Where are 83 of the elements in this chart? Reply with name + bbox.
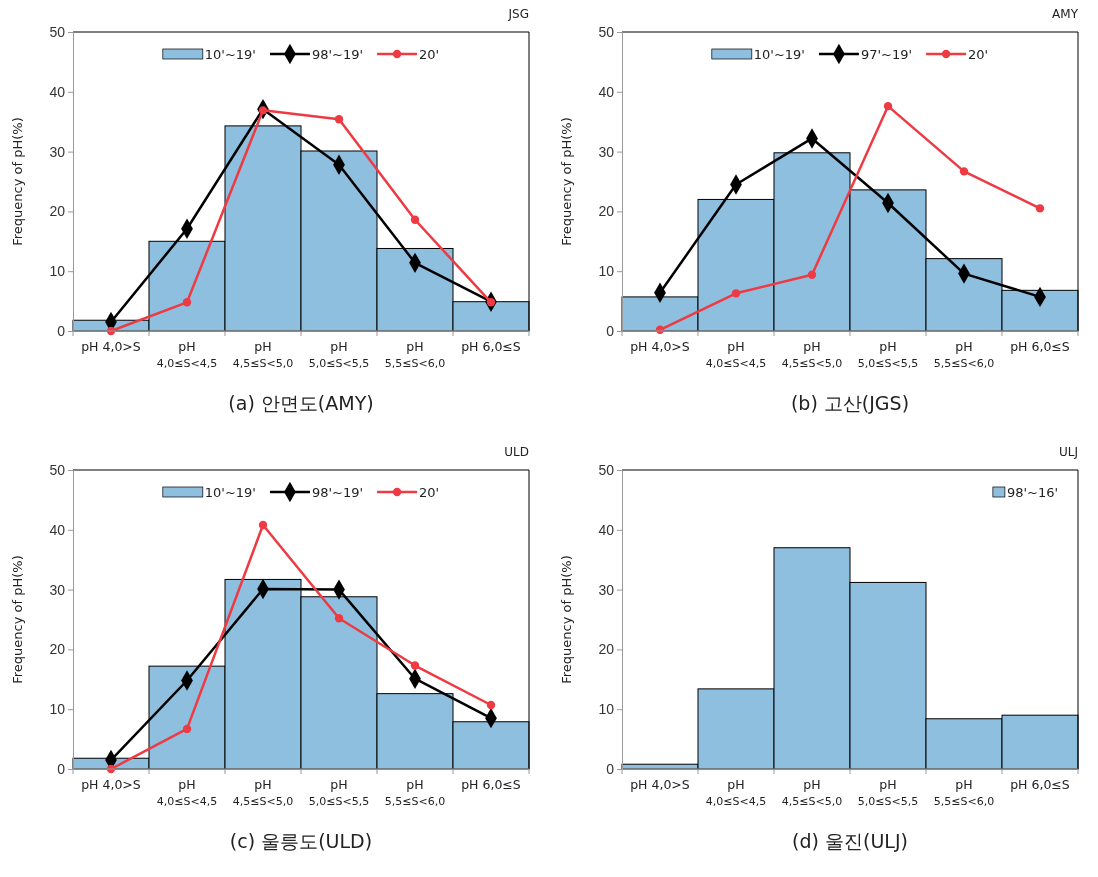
- legend-label: 97'~19': [860, 47, 913, 62]
- y-tick-label: 30: [598, 581, 615, 598]
- x-tick-label: pH 4,0≤S<4,5: [705, 339, 767, 370]
- point: [731, 289, 741, 298]
- y-axis-title: Frequency of pH(%): [559, 555, 574, 684]
- legend-label: 10'~19': [204, 485, 256, 500]
- x-tick-label: pH 4,0≤S<4,5: [156, 777, 218, 808]
- y-tick-label: 20: [598, 641, 615, 658]
- x-tick-label: pH 4,0≤S<4,5: [156, 339, 218, 370]
- y-tick-label: 40: [49, 521, 66, 538]
- text: (a) 안면도(AMY): [228, 392, 374, 414]
- legend-label: 20': [419, 47, 440, 62]
- x-tick-label: pH 5,0≤S<5,5: [308, 777, 370, 808]
- x-tick-label: pH 5,5≤S<6,0: [384, 777, 446, 808]
- x-tick-label: pH 4,0>S: [81, 339, 141, 354]
- x-tick-label: pH 4,5≤S<5,0: [781, 339, 843, 370]
- x-tick-label: pH 5,0≤S<5,5: [857, 339, 919, 370]
- y-tick-label: 20: [49, 641, 66, 658]
- y-tick-label: 20: [49, 203, 66, 220]
- text: ULD: [504, 445, 529, 459]
- point: [807, 270, 817, 279]
- legend-label: 98'~19': [311, 47, 364, 62]
- x-tick-label: pH 4,5≤S<5,0: [232, 777, 294, 808]
- y-tick-label: 50: [49, 461, 66, 478]
- text: (b) 고산(JGS): [790, 392, 910, 414]
- point: [258, 520, 268, 530]
- legend-label: 98'~16': [1006, 485, 1058, 500]
- point: [182, 298, 192, 307]
- x-tick-label: pH 4,5≤S<5,0: [232, 339, 294, 370]
- x-tick-label: pH 4,0>S: [630, 777, 690, 792]
- point: [334, 614, 344, 623]
- y-tick-label: 10: [49, 263, 66, 280]
- point: [486, 700, 496, 710]
- x-tick-label: pH 4,0≤S<4,5: [705, 777, 767, 808]
- y-tick-label: 50: [598, 23, 615, 40]
- y-tick-label: 30: [49, 143, 66, 160]
- x-tick-label: pH 4,5≤S<5,0: [781, 777, 843, 808]
- text: ULJ: [1058, 445, 1078, 459]
- y-tick-label: 10: [598, 701, 615, 718]
- point: [410, 661, 420, 670]
- point: [334, 115, 344, 124]
- x-tick-label: pH 6,0≤S: [1010, 777, 1070, 792]
- x-tick-label: pH 6,0≤S: [1010, 339, 1070, 354]
- y-tick-label: 20: [598, 203, 615, 220]
- y-axis-title: Frequency of pH(%): [10, 555, 25, 684]
- y-tick-label: 0: [606, 322, 615, 339]
- y-tick-label: 10: [598, 263, 615, 280]
- text: JSG: [507, 7, 529, 21]
- y-tick-label: 0: [57, 322, 66, 339]
- y-tick-label: 40: [598, 521, 615, 538]
- point: [959, 167, 969, 176]
- y-tick-label: 40: [49, 83, 66, 100]
- y-tick-label: 30: [49, 581, 66, 598]
- point: [1035, 204, 1045, 213]
- text: (d) 울진(ULJ): [792, 830, 908, 852]
- y-axis-title: Frequency of pH(%): [10, 117, 25, 246]
- text: AMY: [1052, 7, 1079, 21]
- x-tick-label: pH 4,0>S: [81, 777, 141, 792]
- x-tick-label: pH 5,5≤S<6,0: [933, 339, 995, 370]
- y-axis-title: Frequency of pH(%): [559, 117, 574, 246]
- x-tick-label: pH 5,0≤S<5,5: [857, 777, 919, 808]
- legend-label: 98'~19': [311, 485, 364, 500]
- y-tick-label: 0: [606, 760, 615, 777]
- legend-label: 20': [968, 47, 989, 62]
- x-tick-label: pH 6,0≤S: [461, 339, 521, 354]
- y-tick-label: 10: [49, 701, 66, 718]
- legend-label: 20': [419, 485, 440, 500]
- y-tick-label: 40: [598, 83, 615, 100]
- y-tick-label: 30: [598, 143, 615, 160]
- point: [182, 724, 192, 734]
- x-tick-label: pH 5,5≤S<6,0: [933, 777, 995, 808]
- x-tick-label: pH 6,0≤S: [461, 777, 521, 792]
- legend-label: 10'~19': [753, 47, 805, 62]
- y-tick-label: 0: [57, 760, 66, 777]
- point: [883, 101, 893, 111]
- point: [410, 215, 420, 224]
- text: (c) 울릉도(ULD): [229, 830, 373, 852]
- x-tick-label: pH 4,0>S: [630, 339, 690, 354]
- x-tick-label: pH 5,0≤S<5,5: [308, 339, 370, 370]
- y-tick-label: 50: [598, 461, 615, 478]
- y-tick-label: 50: [49, 23, 66, 40]
- x-tick-label: pH 5,5≤S<6,0: [384, 339, 446, 370]
- legend-label: 10'~19': [204, 47, 256, 62]
